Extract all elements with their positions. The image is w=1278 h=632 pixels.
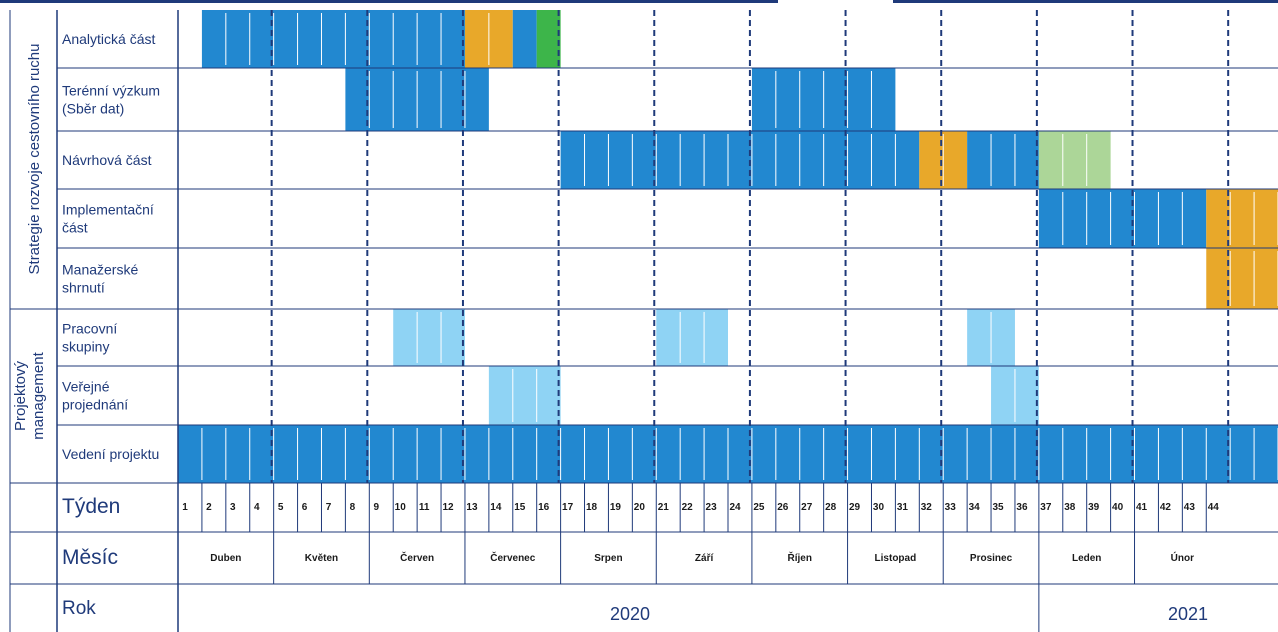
month-label: Duben bbox=[210, 553, 241, 564]
week-label: 11 bbox=[419, 502, 430, 513]
week-label: 17 bbox=[562, 502, 574, 513]
task-bar bbox=[967, 131, 1039, 189]
year-label: 2021 bbox=[1168, 604, 1208, 624]
task-bar bbox=[512, 10, 537, 68]
month-label: Srpen bbox=[594, 553, 622, 564]
row-label: Návrhová část bbox=[62, 152, 152, 168]
month-label: Říjen bbox=[788, 551, 812, 564]
task-bar bbox=[1206, 248, 1278, 309]
week-label: 24 bbox=[729, 502, 741, 513]
week-label: 28 bbox=[825, 502, 837, 513]
row-label: skupiny bbox=[62, 339, 109, 355]
week-label: 6 bbox=[302, 502, 308, 513]
task-bar bbox=[1038, 131, 1111, 189]
week-label: 15 bbox=[514, 502, 526, 513]
year-header: Rok bbox=[62, 598, 96, 619]
week-label: 37 bbox=[1040, 502, 1052, 513]
week-label: 26 bbox=[777, 502, 789, 513]
top-border-right bbox=[893, 0, 1278, 3]
week-label: 36 bbox=[1016, 502, 1028, 513]
task-bar bbox=[536, 10, 561, 68]
week-label: 1 bbox=[182, 502, 188, 513]
week-label: 21 bbox=[658, 502, 670, 513]
month-label: Červenec bbox=[490, 551, 535, 564]
row-label: Pracovní bbox=[62, 321, 117, 337]
week-label: 23 bbox=[706, 502, 718, 513]
week-label: 39 bbox=[1088, 502, 1100, 513]
week-label: 8 bbox=[350, 502, 356, 513]
group-label: Projektový bbox=[12, 360, 29, 431]
week-label: 22 bbox=[682, 502, 694, 513]
week-label: 16 bbox=[538, 502, 550, 513]
row-label: Implementační bbox=[62, 202, 154, 218]
month-label: Únor bbox=[1171, 551, 1194, 564]
week-label: 25 bbox=[753, 502, 765, 513]
week-label: 34 bbox=[969, 502, 981, 513]
week-label: 41 bbox=[1136, 502, 1148, 513]
group-label: Strategie rozvoje cestovního ruchu bbox=[26, 44, 43, 275]
group-label: management bbox=[30, 351, 47, 439]
week-label: 10 bbox=[395, 502, 407, 513]
week-label: 30 bbox=[873, 502, 885, 513]
year-label: 2020 bbox=[610, 604, 650, 624]
week-label: 4 bbox=[254, 502, 260, 513]
task-bar bbox=[560, 131, 920, 189]
week-label: 13 bbox=[466, 502, 478, 513]
row-label: Vedení projektu bbox=[62, 446, 159, 462]
week-label: 12 bbox=[442, 502, 454, 513]
task-bar bbox=[201, 10, 465, 68]
week-label: 32 bbox=[921, 502, 933, 513]
row-label: (Sběr dat) bbox=[62, 101, 124, 117]
row-label: Terénní výzkum bbox=[62, 83, 160, 99]
month-label: Prosinec bbox=[970, 553, 1013, 564]
task-bar bbox=[488, 366, 561, 425]
week-label: 27 bbox=[801, 502, 813, 513]
row-label: Manažerské bbox=[62, 262, 138, 278]
week-label: 20 bbox=[634, 502, 646, 513]
week-label: 42 bbox=[1160, 502, 1172, 513]
month-header: Měsíc bbox=[62, 546, 118, 569]
row-label: shrnutí bbox=[62, 280, 105, 296]
week-label: 31 bbox=[897, 502, 909, 513]
week-label: 44 bbox=[1208, 502, 1220, 513]
month-label: Leden bbox=[1072, 553, 1101, 564]
week-label: 14 bbox=[490, 502, 502, 513]
top-border-left bbox=[0, 0, 778, 3]
row-label: Veřejné bbox=[62, 379, 110, 395]
week-label: 35 bbox=[992, 502, 1004, 513]
task-bar bbox=[656, 309, 728, 366]
week-label: 43 bbox=[1184, 502, 1196, 513]
row-label: projednání bbox=[62, 397, 128, 413]
week-label: 5 bbox=[278, 502, 284, 513]
month-label: Červen bbox=[400, 551, 434, 564]
week-label: 7 bbox=[326, 502, 332, 513]
week-label: 33 bbox=[945, 502, 957, 513]
month-label: Září bbox=[695, 553, 715, 564]
week-header: Týden bbox=[62, 495, 120, 518]
task-bar bbox=[1038, 189, 1207, 248]
week-label: 3 bbox=[230, 502, 236, 513]
week-label: 19 bbox=[610, 502, 622, 513]
week-label: 9 bbox=[374, 502, 380, 513]
week-label: 40 bbox=[1112, 502, 1124, 513]
row-label: Analytická část bbox=[62, 31, 155, 47]
week-label: 38 bbox=[1064, 502, 1076, 513]
task-bar bbox=[393, 309, 465, 366]
task-bar bbox=[1206, 189, 1278, 248]
week-label: 29 bbox=[849, 502, 861, 513]
row-label: část bbox=[62, 220, 88, 236]
week-label: 18 bbox=[586, 502, 598, 513]
week-label: 2 bbox=[206, 502, 212, 513]
month-label: Květen bbox=[305, 553, 338, 564]
month-label: Listopad bbox=[875, 553, 917, 564]
